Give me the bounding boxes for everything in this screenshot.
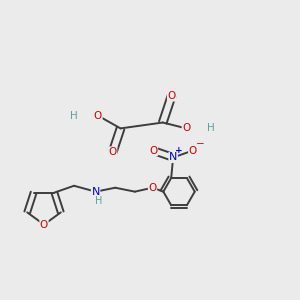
Text: H: H	[95, 196, 102, 206]
Text: O: O	[40, 220, 48, 230]
Text: O: O	[167, 91, 176, 101]
Text: O: O	[94, 111, 102, 121]
Text: +: +	[175, 146, 183, 155]
Text: N: N	[169, 152, 177, 162]
Text: N: N	[92, 187, 100, 197]
Text: O: O	[182, 123, 190, 134]
Text: O: O	[148, 183, 157, 193]
Text: O: O	[109, 147, 117, 157]
Text: H: H	[207, 123, 215, 134]
Text: O: O	[149, 146, 158, 156]
Text: H: H	[70, 111, 77, 121]
Text: O: O	[189, 146, 197, 156]
Text: −: −	[196, 139, 205, 149]
